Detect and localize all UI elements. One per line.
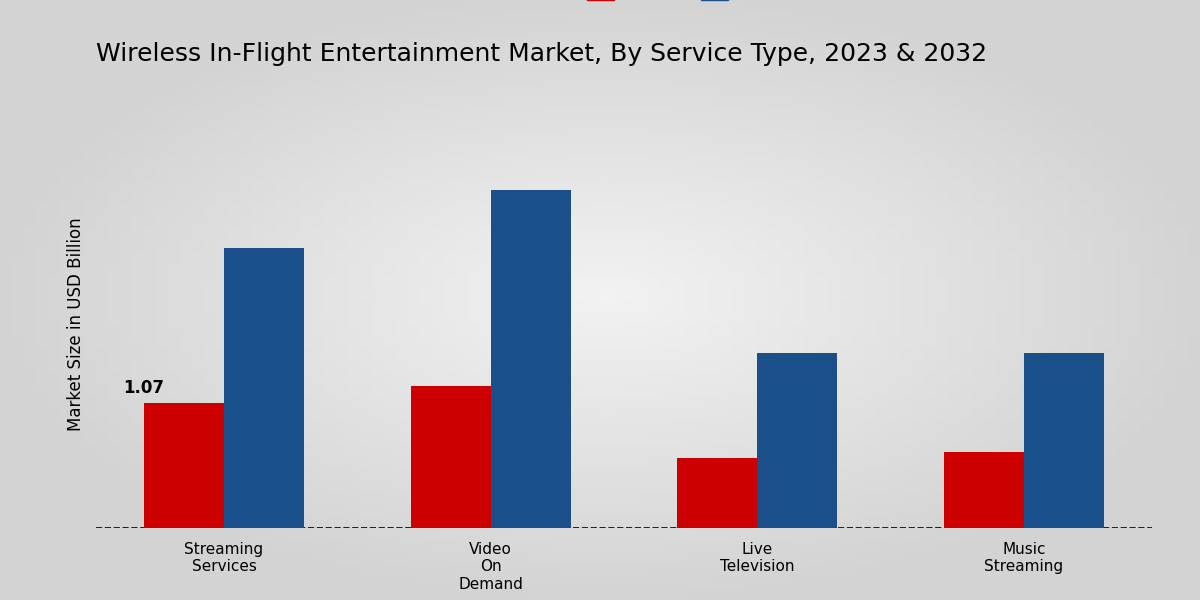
Bar bbox=[757, 353, 838, 528]
Bar bbox=[1024, 353, 1104, 528]
Bar bbox=[491, 190, 571, 528]
Bar bbox=[677, 458, 757, 528]
Bar bbox=[944, 452, 1024, 528]
Y-axis label: Market Size in USD Billion: Market Size in USD Billion bbox=[67, 217, 85, 431]
Text: 1.07: 1.07 bbox=[124, 379, 164, 397]
Bar bbox=[410, 386, 491, 528]
Text: Wireless In-Flight Entertainment Market, By Service Type, 2023 & 2032: Wireless In-Flight Entertainment Market,… bbox=[96, 42, 988, 66]
Bar bbox=[224, 248, 304, 528]
Legend: 2023, 2032: 2023, 2032 bbox=[580, 0, 796, 8]
Bar bbox=[144, 403, 224, 528]
